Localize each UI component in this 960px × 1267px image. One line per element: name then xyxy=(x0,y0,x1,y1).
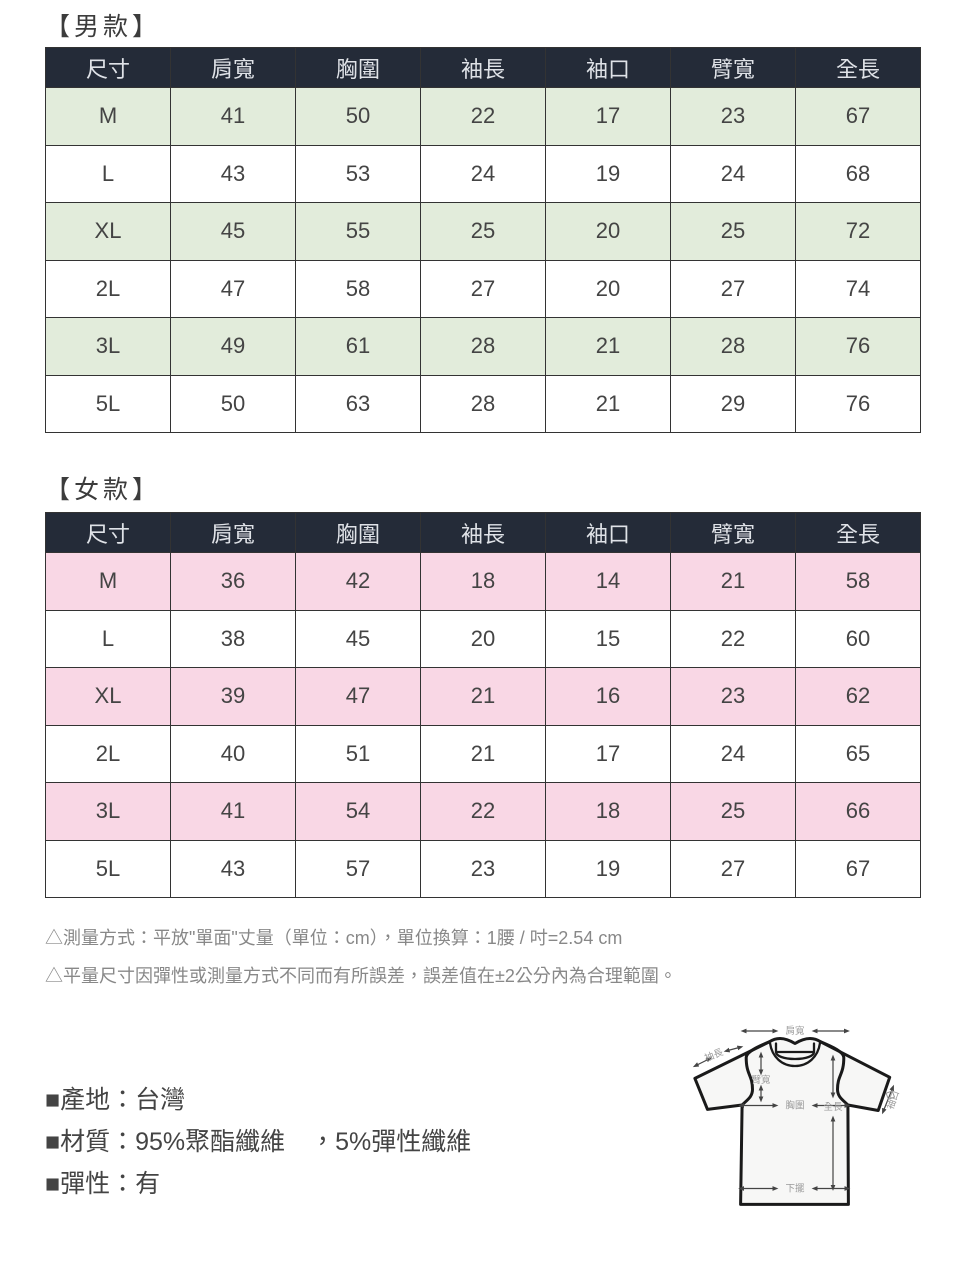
svg-text:臂寬: 臂寬 xyxy=(751,1074,770,1086)
svg-text:袖長: 袖長 xyxy=(703,1046,726,1064)
svg-text:全長: 全長 xyxy=(823,1102,843,1113)
svg-text:胸圍: 胸圍 xyxy=(785,1100,804,1112)
svg-text:肩寬: 肩寬 xyxy=(785,1025,804,1037)
svg-text:下擺: 下擺 xyxy=(785,1183,805,1195)
